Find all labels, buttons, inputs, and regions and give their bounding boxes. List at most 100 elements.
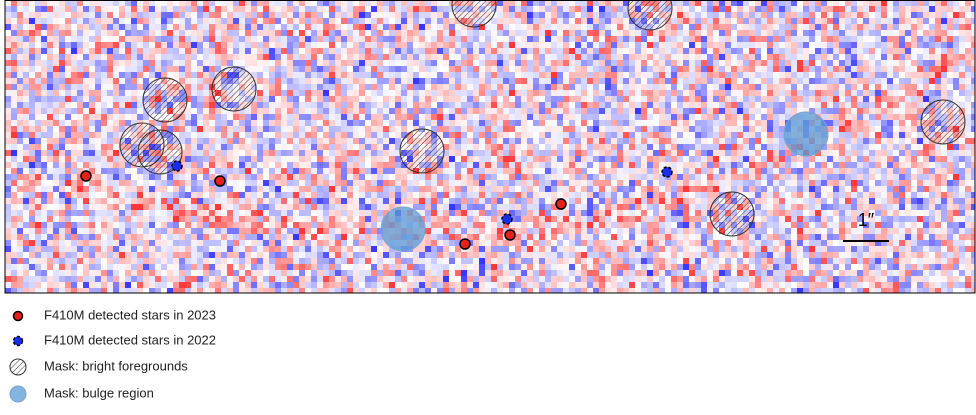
noise-pixel <box>347 126 353 132</box>
noise-pixel <box>875 36 881 42</box>
noise-pixel <box>719 36 725 42</box>
noise-pixel <box>605 90 611 96</box>
noise-pixel <box>119 72 125 78</box>
noise-pixel <box>899 42 905 48</box>
noise-pixel <box>377 90 383 96</box>
noise-pixel <box>125 168 131 174</box>
noise-pixel <box>653 144 659 150</box>
noise-pixel <box>413 78 419 84</box>
noise-pixel <box>95 138 101 144</box>
noise-pixel <box>755 138 761 144</box>
noise-pixel <box>443 72 449 78</box>
noise-pixel <box>767 30 773 36</box>
noise-pixel <box>593 36 599 42</box>
noise-pixel <box>59 126 65 132</box>
noise-pixel <box>101 6 107 12</box>
noise-pixel <box>65 72 71 78</box>
noise-pixel <box>923 36 929 42</box>
noise-pixel <box>335 48 341 54</box>
noise-pixel <box>575 84 581 90</box>
noise-pixel <box>521 60 527 66</box>
noise-pixel <box>611 66 617 72</box>
noise-pixel <box>383 150 389 156</box>
noise-pixel <box>953 96 959 102</box>
noise-pixel <box>377 108 383 114</box>
noise-pixel <box>179 60 185 66</box>
noise-pixel <box>65 162 71 168</box>
noise-pixel <box>701 168 707 174</box>
noise-pixel <box>593 174 599 180</box>
noise-pixel <box>461 60 467 66</box>
noise-pixel <box>569 30 575 36</box>
noise-pixel <box>887 90 893 96</box>
noise-pixel <box>329 162 335 168</box>
noise-pixel <box>581 108 587 114</box>
noise-pixel <box>575 126 581 132</box>
noise-pixel <box>329 180 335 186</box>
noise-pixel <box>581 96 587 102</box>
noise-pixel <box>509 6 515 12</box>
noise-pixel <box>815 12 821 18</box>
noise-pixel <box>521 54 527 60</box>
noise-pixel <box>821 180 827 186</box>
noise-pixel <box>5 132 11 138</box>
noise-pixel <box>647 84 653 90</box>
noise-pixel <box>95 126 101 132</box>
noise-pixel <box>959 90 965 96</box>
noise-pixel <box>881 126 887 132</box>
noise-pixel <box>431 120 437 126</box>
noise-pixel <box>35 150 41 156</box>
noise-pixel <box>761 30 767 36</box>
noise-pixel <box>335 90 341 96</box>
noise-pixel <box>317 60 323 66</box>
noise-pixel <box>251 60 257 66</box>
noise-pixel <box>629 54 635 60</box>
noise-pixel <box>677 48 683 54</box>
noise-pixel <box>413 102 419 108</box>
noise-pixel <box>185 30 191 36</box>
noise-pixel <box>335 150 341 156</box>
noise-pixel <box>629 132 635 138</box>
noise-pixel <box>491 102 497 108</box>
noise-pixel <box>95 6 101 12</box>
noise-pixel <box>839 120 845 126</box>
noise-pixel <box>89 108 95 114</box>
noise-pixel <box>11 12 17 18</box>
noise-pixel <box>911 42 917 48</box>
noise-pixel <box>731 108 737 114</box>
noise-pixel <box>527 30 533 36</box>
noise-pixel <box>683 156 689 162</box>
noise-pixel <box>917 102 923 108</box>
noise-pixel <box>245 174 251 180</box>
noise-pixel <box>935 54 941 60</box>
noise-pixel <box>11 84 17 90</box>
noise-pixel <box>809 162 815 168</box>
noise-pixel <box>671 114 677 120</box>
noise-pixel <box>533 114 539 120</box>
noise-pixel <box>659 120 665 126</box>
noise-pixel <box>845 36 851 42</box>
noise-pixel <box>653 72 659 78</box>
noise-pixel <box>455 72 461 78</box>
noise-pixel <box>371 132 377 138</box>
noise-pixel <box>23 48 29 54</box>
noise-pixel <box>101 42 107 48</box>
noise-pixel <box>479 102 485 108</box>
noise-pixel <box>527 180 533 186</box>
noise-pixel <box>653 108 659 114</box>
noise-pixel <box>581 114 587 120</box>
noise-pixel <box>215 168 221 174</box>
noise-pixel <box>227 144 233 150</box>
noise-pixel <box>875 6 881 12</box>
noise-pixel <box>227 42 233 48</box>
noise-pixel <box>377 132 383 138</box>
noise-pixel <box>113 30 119 36</box>
noise-pixel <box>587 114 593 120</box>
noise-pixel <box>353 84 359 90</box>
noise-pixel <box>305 102 311 108</box>
noise-pixel <box>791 66 797 72</box>
noise-pixel <box>839 54 845 60</box>
noise-pixel <box>887 42 893 48</box>
noise-pixel <box>509 66 515 72</box>
noise-pixel <box>35 6 41 12</box>
